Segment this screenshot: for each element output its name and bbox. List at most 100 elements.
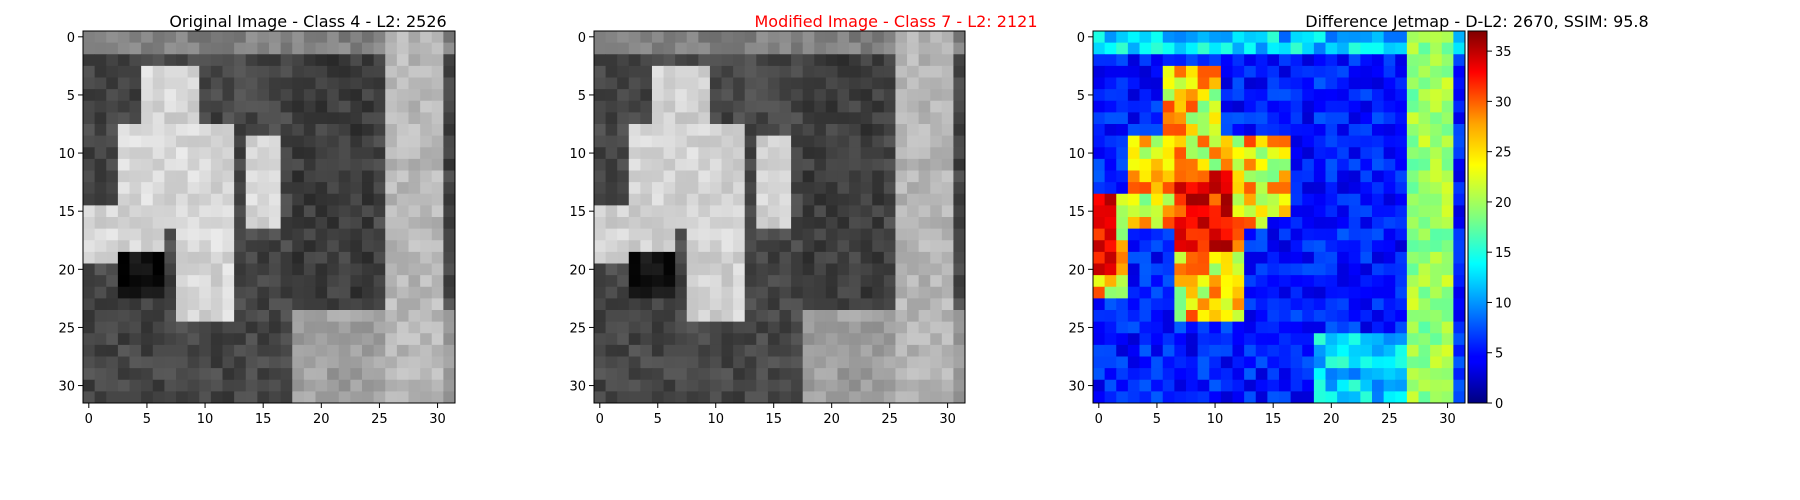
heatmap-cell: [176, 77, 189, 90]
heatmap-cell: [628, 205, 641, 218]
y-tick-label: 25: [58, 321, 75, 336]
heatmap-cell: [245, 42, 258, 55]
heatmap-cell: [930, 147, 943, 160]
heatmap-cell: [930, 379, 943, 392]
heatmap-cell: [1430, 31, 1443, 44]
heatmap-cell: [605, 77, 618, 90]
heatmap-cell: [187, 286, 200, 299]
heatmap-cell: [443, 286, 456, 299]
heatmap-cell: [594, 240, 606, 253]
heatmap-cell: [767, 391, 780, 404]
heatmap-cell: [1267, 391, 1280, 404]
heatmap-cell: [176, 147, 189, 160]
heatmap-cell: [883, 275, 896, 288]
heatmap-cell: [1279, 100, 1292, 113]
heatmap-cell: [1186, 135, 1199, 148]
heatmap-cell: [1104, 54, 1117, 67]
heatmap-cell: [234, 356, 247, 369]
heatmap-cell: [1337, 42, 1350, 55]
heatmap-cell: [141, 391, 154, 404]
heatmap-cell: [1441, 310, 1454, 323]
heatmap-cell: [837, 100, 850, 113]
heatmap-cell: [1093, 333, 1106, 346]
heatmap-cell: [280, 263, 293, 276]
heatmap-cell: [327, 286, 340, 299]
heatmap-cell: [280, 333, 293, 346]
heatmap-cell: [176, 89, 189, 102]
heatmap-cell: [1313, 310, 1326, 323]
heatmap-cell: [675, 100, 688, 113]
heatmap-cell: [1255, 333, 1268, 346]
heatmap-cell: [1395, 54, 1408, 67]
heatmap-cell: [280, 217, 293, 230]
heatmap-cell: [941, 65, 954, 78]
heatmap-cell: [791, 205, 804, 218]
heatmap-cell: [164, 147, 177, 160]
heatmap-cell: [94, 77, 107, 90]
heatmap-cell: [303, 147, 316, 160]
heatmap-cell: [1372, 286, 1385, 299]
heatmap-cell: [1232, 251, 1245, 264]
heatmap-cell: [1104, 321, 1117, 334]
heatmap-cell: [698, 333, 711, 346]
heatmap-cell: [280, 124, 293, 137]
heatmap-cell: [1174, 135, 1187, 148]
heatmap-cell: [1279, 65, 1292, 78]
heatmap-cell: [94, 286, 107, 299]
heatmap-cell: [373, 356, 386, 369]
heatmap-cell: [1151, 275, 1164, 288]
heatmap-cell: [791, 275, 804, 288]
heatmap-cell: [164, 42, 177, 55]
heatmap-cell: [675, 135, 688, 148]
heatmap-cell: [1302, 170, 1315, 183]
heatmap-cell: [1406, 356, 1419, 369]
heatmap-cell: [814, 286, 827, 299]
heatmap-cell: [663, 205, 676, 218]
heatmap-cell: [872, 65, 885, 78]
heatmap-cell: [1267, 217, 1280, 230]
heatmap-cell: [1418, 391, 1431, 404]
heatmap-cell: [315, 54, 328, 67]
heatmap-cell: [686, 205, 699, 218]
heatmap-cell: [733, 321, 746, 334]
axes-frame: [82, 30, 456, 404]
heatmap-cell: [860, 356, 873, 369]
heatmap-cell: [385, 251, 398, 264]
heatmap-cell: [1116, 205, 1129, 218]
heatmap-cell: [1116, 333, 1129, 346]
heatmap-cell: [106, 205, 119, 218]
heatmap-cell: [686, 321, 699, 334]
heatmap-cell: [1220, 54, 1233, 67]
heatmap-cell: [651, 31, 664, 44]
heatmap-cell: [373, 368, 386, 381]
heatmap-cell: [1174, 65, 1187, 78]
heatmap-cell: [1093, 54, 1106, 67]
heatmap-cell: [327, 100, 340, 113]
heatmap-cell: [1337, 112, 1350, 125]
heatmap-cell: [825, 193, 838, 206]
heatmap-cell: [1441, 158, 1454, 171]
heatmap-cell: [675, 275, 688, 288]
heatmap-cell: [1325, 77, 1338, 90]
heatmap-cell: [1453, 298, 1466, 311]
heatmap-cell: [617, 89, 630, 102]
heatmap-cell: [350, 182, 363, 195]
heatmap-cell: [605, 170, 618, 183]
heatmap-cell: [825, 344, 838, 357]
heatmap-cell: [872, 182, 885, 195]
heatmap-cell: [1290, 344, 1303, 357]
heatmap-cell: [663, 54, 676, 67]
heatmap-cell: [362, 310, 375, 323]
heatmap-cell: [1383, 356, 1396, 369]
heatmap-cell: [1430, 193, 1443, 206]
heatmap-cell: [651, 321, 664, 334]
heatmap-cell: [117, 263, 130, 276]
heatmap-cell: [141, 31, 154, 44]
heatmap-cell: [733, 251, 746, 264]
heatmap-cell: [825, 42, 838, 55]
heatmap-cell: [1360, 321, 1373, 334]
heatmap-cell: [385, 205, 398, 218]
heatmap-cell: [1360, 54, 1373, 67]
heatmap-cell: [1406, 240, 1419, 253]
heatmap-cell: [767, 100, 780, 113]
